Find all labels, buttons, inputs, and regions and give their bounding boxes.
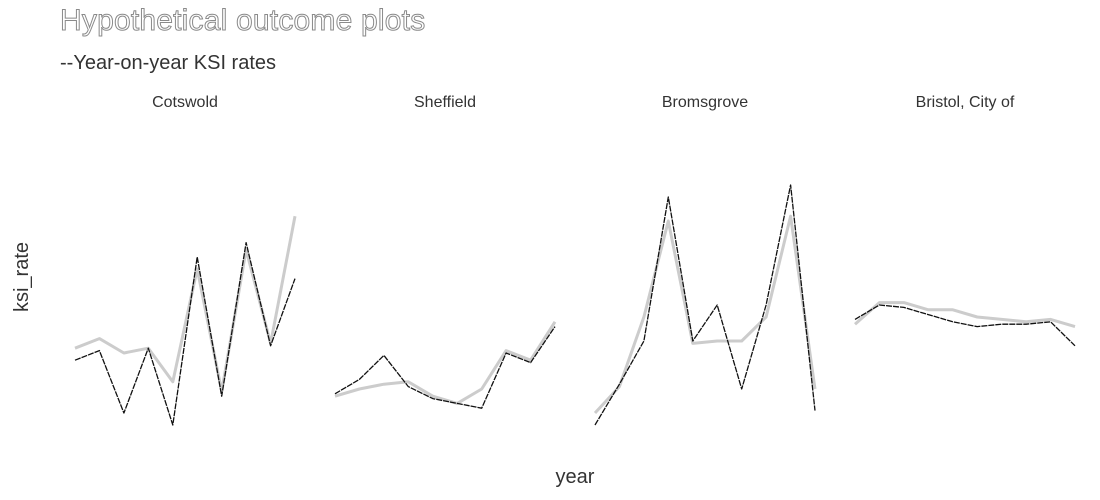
facet-panel-3: Bristol, City of <box>854 94 1076 347</box>
chart-title: Hypothetical outcome plots <box>59 4 426 38</box>
hypothetical-series-line <box>854 301 1076 329</box>
facet-panel-2: Bromsgrove <box>593 94 817 426</box>
observed-series-line <box>854 304 1076 347</box>
facet-label: Cotswold <box>152 94 218 111</box>
hypothetical-series-line <box>74 215 297 393</box>
x-axis-label: year <box>556 466 595 488</box>
y-axis-label: ksi_rate <box>11 242 33 312</box>
facet-label: Sheffield <box>414 94 476 111</box>
facet-panel-1: Sheffield <box>334 94 557 409</box>
facet-label: Bromsgrove <box>662 94 748 111</box>
observed-series-line <box>594 184 816 426</box>
facet-panels: Cotswold Sheffield Bromsgrove Bristol, City… <box>74 94 1076 426</box>
observed-series-line <box>334 326 556 409</box>
chart-subtitle: --Year-on-year KSI rates <box>60 52 277 74</box>
observed-series-line <box>74 241 296 426</box>
facet-label: Bristol, City of <box>916 94 1015 111</box>
hypothetical-series-line <box>593 214 817 415</box>
facet-panel-0: Cotswold <box>74 94 297 426</box>
hypothetical-series-line <box>334 320 557 405</box>
